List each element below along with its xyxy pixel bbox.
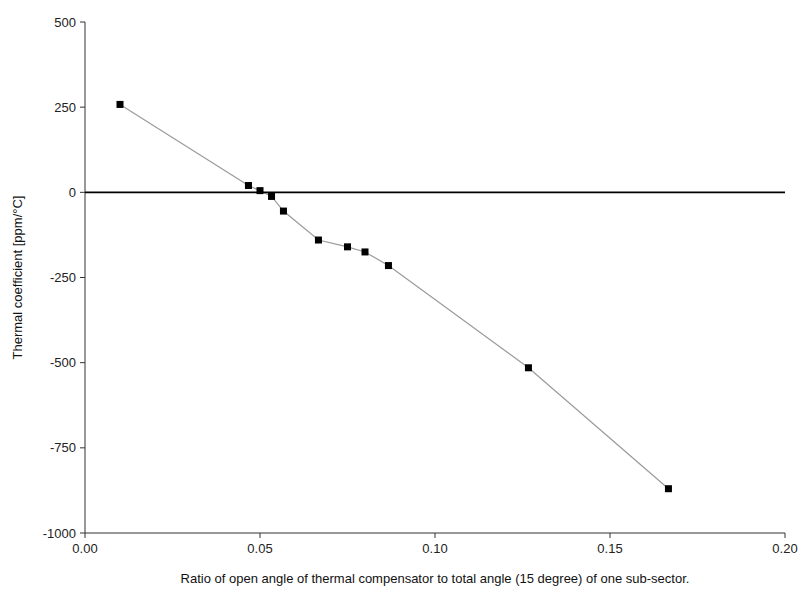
y-tick	[80, 362, 85, 363]
y-tick	[80, 22, 85, 23]
point	[525, 364, 532, 371]
x-tick-label: 0.15	[597, 541, 622, 556]
x-tick	[610, 533, 611, 538]
y-tick	[80, 533, 85, 534]
y-tick	[80, 447, 85, 448]
y-tick	[80, 277, 85, 278]
point	[665, 485, 672, 492]
point	[117, 101, 124, 108]
reference-line	[85, 192, 785, 194]
y-tick	[80, 107, 85, 108]
x-tick	[785, 533, 786, 538]
x-tick-label: 0.05	[247, 541, 272, 556]
y-tick-label: -500	[50, 355, 76, 370]
axes: 0.00 0.05 0.10 0.15 0.20 -1000 -750 -500 -250 0 25…	[43, 15, 798, 557]
series-line	[120, 104, 668, 488]
point	[268, 193, 275, 200]
point	[245, 182, 252, 189]
x-tick-label: 0.10	[422, 541, 447, 556]
y-tick-label: -250	[50, 270, 76, 285]
y-tick	[80, 192, 85, 193]
point	[315, 237, 322, 244]
y-tick-label: 0	[69, 185, 76, 200]
y-tick-label: 500	[54, 15, 76, 30]
y-tick-label: -1000	[43, 526, 76, 541]
point	[280, 208, 287, 215]
plot-area	[85, 101, 785, 492]
x-tick	[435, 533, 436, 538]
chart: 0.00 0.05 0.10 0.15 0.20 -1000 -750 -500 -250 0 25…	[0, 0, 810, 605]
x-tick	[85, 533, 86, 538]
y-tick-label: -750	[50, 440, 76, 455]
point	[385, 262, 392, 269]
x-tick-label: 0.20	[772, 541, 797, 556]
point	[362, 248, 369, 255]
point	[344, 243, 351, 250]
y-axis-label: Thermal coefficient [ppm/°C]	[10, 196, 25, 360]
x-axis-label: Ratio of open angle of thermal compensat…	[181, 571, 690, 586]
x-tick	[260, 533, 261, 538]
y-tick-label: 250	[54, 100, 76, 115]
x-tick-label: 0.00	[72, 541, 97, 556]
